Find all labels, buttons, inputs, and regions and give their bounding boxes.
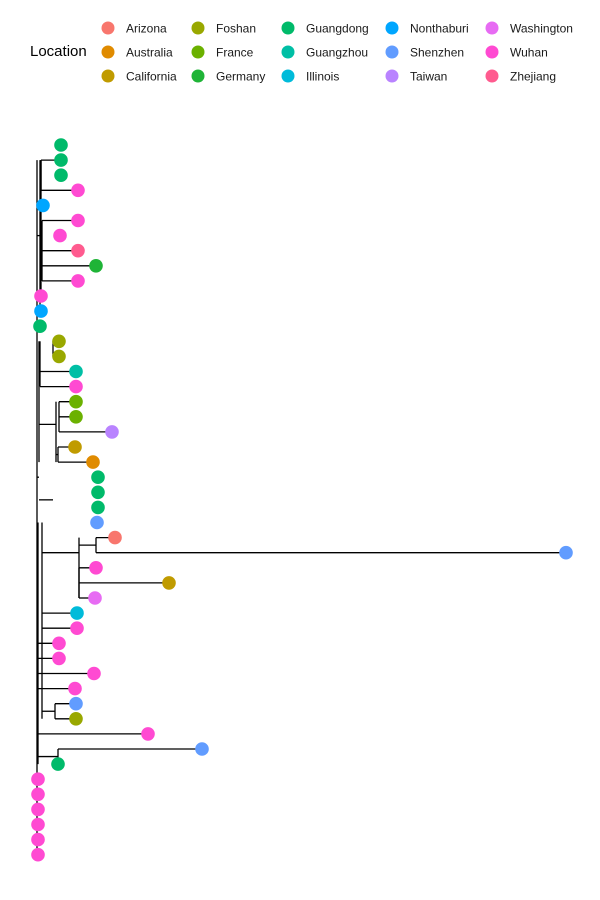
tree-tip-shenzhen bbox=[559, 545, 573, 560]
legend-item-germany: Germany bbox=[191, 69, 265, 84]
legend-label: Illinois bbox=[306, 70, 339, 84]
legend-swatch bbox=[101, 21, 115, 35]
tree-tip-guangdong bbox=[54, 168, 68, 182]
tree-tip-wuhan bbox=[71, 183, 85, 198]
legend-swatch bbox=[485, 45, 499, 59]
legend-item-california: California bbox=[101, 69, 177, 84]
tree-tip-illinois bbox=[70, 606, 84, 620]
tree-tip-california bbox=[162, 576, 176, 590]
tree-tip-foshan bbox=[69, 712, 83, 726]
tree-tip-france bbox=[69, 394, 83, 409]
legend-item-illinois: Illinois bbox=[281, 69, 339, 84]
tree-tip-wuhan bbox=[31, 787, 45, 802]
tree-tip-wuhan bbox=[71, 213, 85, 228]
tree-branches bbox=[36, 159, 566, 855]
legend-label: Taiwan bbox=[410, 70, 447, 84]
legend-item-france: France bbox=[191, 45, 254, 60]
tree-tip-guangzhou bbox=[69, 364, 83, 379]
legend-label: Foshan bbox=[216, 22, 256, 36]
legend-label: Guangzhou bbox=[306, 46, 368, 60]
legend-label: Germany bbox=[216, 70, 265, 84]
tree-tip-france bbox=[69, 410, 83, 424]
legend-label: Australia bbox=[126, 46, 173, 60]
legend-swatch bbox=[191, 21, 205, 35]
legend-label: Guangdong bbox=[306, 22, 369, 36]
tree-tip-guangdong bbox=[54, 138, 68, 152]
legend-swatch bbox=[101, 69, 115, 83]
tree-tip-wuhan bbox=[52, 636, 66, 651]
tree-tip-wuhan bbox=[89, 561, 103, 575]
tree-tip-wuhan bbox=[53, 228, 67, 243]
legend-item-guangzhou: Guangzhou bbox=[281, 45, 368, 60]
tree-tip-wuhan bbox=[31, 847, 45, 862]
tree-tip-arizona bbox=[108, 530, 122, 545]
tree-tip-wuhan bbox=[68, 681, 82, 696]
legend-swatch bbox=[485, 69, 499, 83]
tree-tip-california bbox=[68, 440, 82, 454]
legend-swatch bbox=[385, 21, 399, 35]
legend-item-taiwan: Taiwan bbox=[385, 69, 447, 84]
legend-swatch bbox=[281, 21, 295, 35]
legend-swatch bbox=[281, 45, 295, 59]
legend-label: Washington bbox=[510, 22, 573, 36]
tree-tip-foshan bbox=[52, 349, 66, 364]
legend-label: Arizona bbox=[126, 22, 167, 36]
legend-label: Nonthaburi bbox=[410, 22, 469, 36]
legend-swatch bbox=[485, 21, 499, 35]
legend-item-guangdong: Guangdong bbox=[281, 21, 369, 36]
tree-tip-wuhan bbox=[52, 651, 66, 666]
legend-label: France bbox=[216, 46, 254, 60]
legend-label: Shenzhen bbox=[410, 46, 464, 60]
legend-swatch bbox=[101, 45, 115, 59]
legend-item-australia: Australia bbox=[101, 45, 173, 60]
tree-tips bbox=[31, 138, 573, 862]
tree-tip-washington bbox=[88, 591, 102, 605]
tree-tip-germany bbox=[89, 259, 103, 273]
legend-swatch bbox=[385, 45, 399, 59]
tree-tip-guangdong bbox=[54, 153, 68, 167]
legend-swatch bbox=[191, 69, 205, 83]
tree-tip-wuhan bbox=[34, 289, 48, 303]
tree-tip-shenzhen bbox=[90, 515, 104, 530]
tree-tip-nonthaburi bbox=[34, 304, 48, 318]
tree-tip-wuhan bbox=[70, 621, 84, 635]
tree-tip-nonthaburi bbox=[36, 198, 50, 213]
legend-label: California bbox=[126, 70, 177, 84]
legend-swatch bbox=[191, 45, 205, 59]
legend-label: Zhejiang bbox=[510, 70, 556, 84]
tree-tip-taiwan bbox=[105, 425, 119, 439]
tree-tip-guangdong bbox=[51, 757, 65, 771]
legend-item-washington: Washington bbox=[485, 21, 573, 36]
legend-item-wuhan: Wuhan bbox=[485, 45, 548, 60]
tree-tip-wuhan bbox=[69, 379, 83, 394]
legend-swatch bbox=[385, 69, 399, 83]
tree-tip-shenzhen bbox=[69, 696, 83, 711]
tree-tip-wuhan bbox=[141, 727, 155, 741]
tree-tip-wuhan bbox=[31, 817, 45, 832]
legend-item-arizona: Arizona bbox=[101, 21, 167, 36]
tree-tip-foshan bbox=[52, 334, 66, 349]
legend-item-zhejiang: Zhejiang bbox=[485, 69, 556, 84]
legend-swatch bbox=[281, 69, 295, 83]
legend-item-nonthaburi: Nonthaburi bbox=[385, 21, 469, 36]
location-legend: Location Arizona Australia California Fosha… bbox=[30, 21, 573, 84]
tree-tip-wuhan bbox=[87, 666, 101, 681]
tree-tip-guangdong bbox=[91, 485, 105, 500]
tree-tip-wuhan bbox=[31, 802, 45, 817]
tree-tip-wuhan bbox=[71, 274, 85, 288]
tree-tip-wuhan bbox=[31, 832, 45, 847]
tree-tip-guangdong bbox=[91, 470, 105, 485]
legend-item-foshan: Foshan bbox=[191, 21, 256, 36]
tree-tip-zhejiang bbox=[71, 243, 85, 258]
tree-tip-guangdong bbox=[91, 500, 105, 515]
tree-tip-guangdong bbox=[33, 319, 47, 334]
tree-tip-wuhan bbox=[31, 772, 45, 786]
legend-item-shenzhen: Shenzhen bbox=[385, 45, 464, 60]
tree-tip-shenzhen bbox=[195, 742, 209, 756]
legend-label: Wuhan bbox=[510, 46, 548, 60]
tree-tip-australia bbox=[86, 455, 100, 469]
legend-title: Location bbox=[30, 43, 87, 60]
